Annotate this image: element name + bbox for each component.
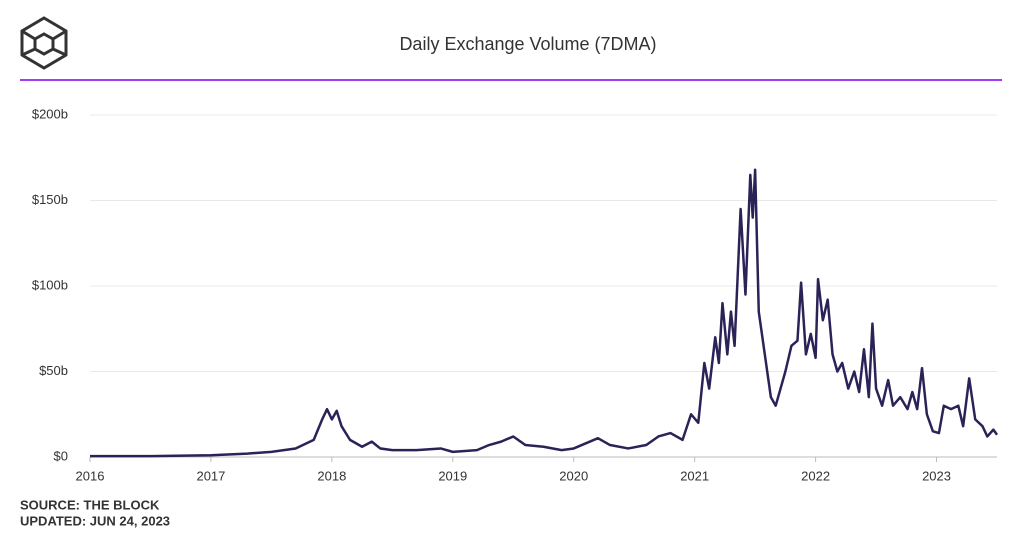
x-tick-label: 2021: [680, 468, 709, 483]
updated: UPDATED: JUN 24, 2023: [20, 513, 170, 528]
logo: [20, 16, 68, 70]
y-tick-label: $100b: [32, 277, 68, 292]
y-tick-label: $0: [54, 448, 68, 463]
chart-title: Daily Exchange Volume (7DMA): [399, 34, 656, 54]
x-tick-label: 2019: [438, 468, 467, 483]
x-tick-label: 2023: [922, 468, 951, 483]
source: SOURCE: THE BLOCK: [20, 497, 160, 512]
x-tick-label: 2016: [76, 468, 105, 483]
y-tick-label: $150b: [32, 192, 68, 207]
x-tick-label: 2018: [317, 468, 346, 483]
y-tick-label: $200b: [32, 106, 68, 121]
x-tick-label: 2022: [801, 468, 830, 483]
x-tick-label: 2020: [559, 468, 588, 483]
x-tick-label: 2017: [196, 468, 225, 483]
y-tick-label: $50b: [39, 363, 68, 378]
series-line: [90, 168, 999, 458]
